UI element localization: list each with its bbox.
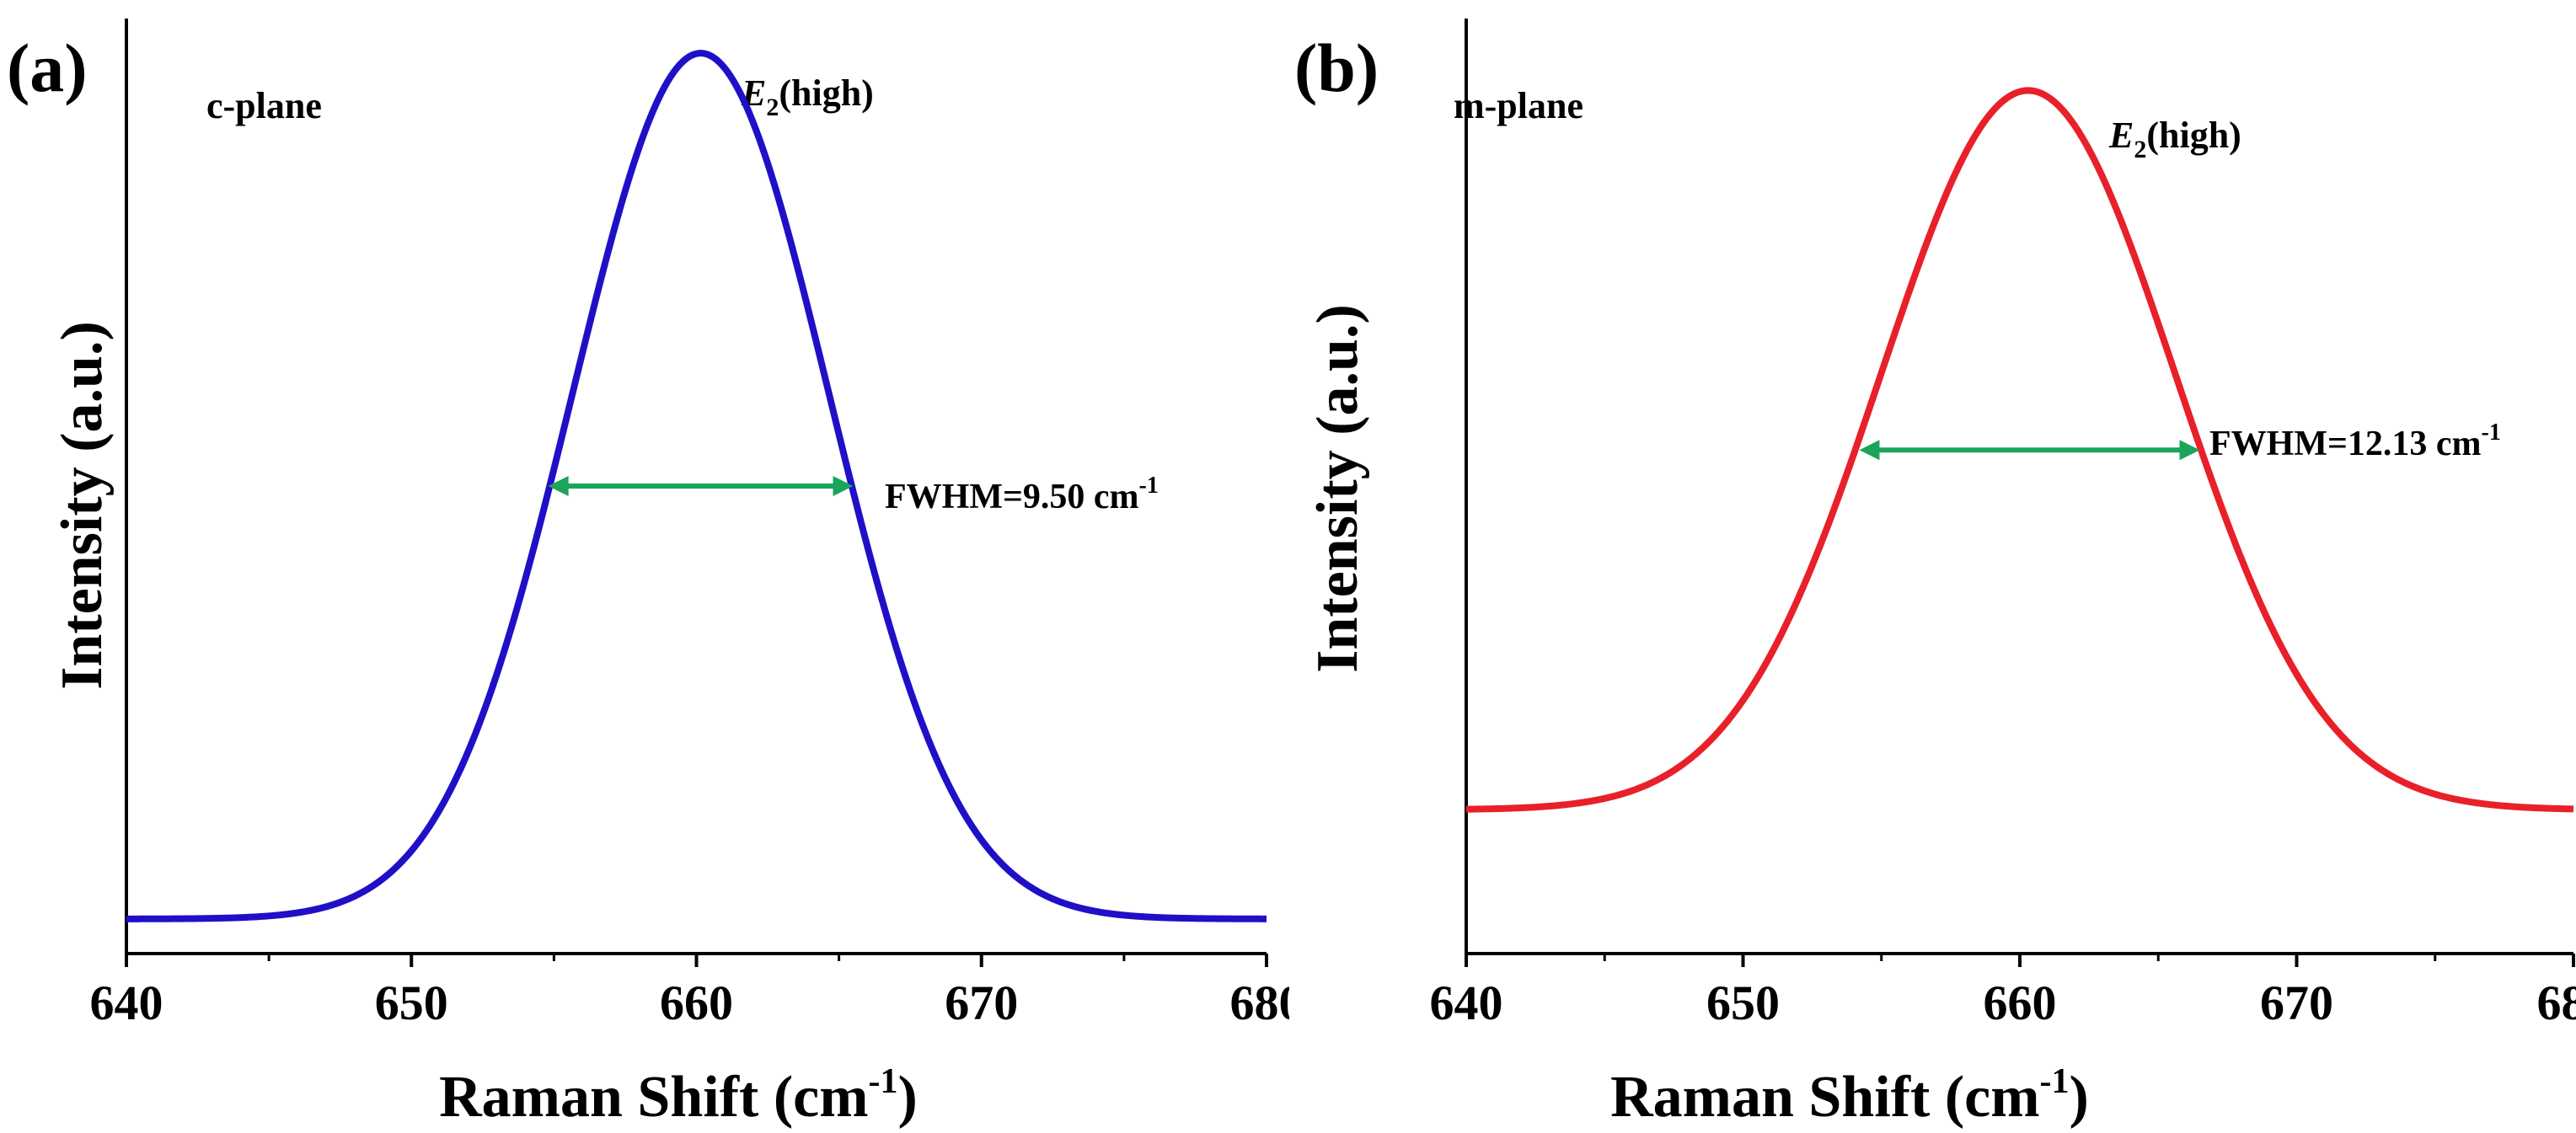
- x-axis-title-text: Raman Shift (cm: [439, 1065, 868, 1130]
- fwhm-arrow-head-right: [2179, 440, 2200, 461]
- chart-svg-a: (a) c-plane E2(high) FWHM=9.50 cm-1 Inte…: [7, 19, 1290, 1130]
- x-tick-label: 680: [2537, 975, 2576, 1030]
- peak-label-rest: (high): [779, 72, 873, 114]
- chart-panel-b: (b) m-plane E2(high) FWHM=12.13 cm-1 Int…: [1289, 0, 2576, 1133]
- series-line: [1465, 87, 2574, 813]
- x-axis-title-close: ): [898, 1065, 918, 1130]
- panel-label: (b): [1294, 29, 1379, 106]
- fwhm-label: FWHM=9.50 cm-1: [885, 473, 1159, 516]
- fwhm-arrow-head-left: [1859, 440, 1880, 461]
- x-axis-title-superscript: -1: [2040, 1062, 2070, 1101]
- x-tick-label: 650: [1706, 975, 1780, 1030]
- x-axis-title: Raman Shift (cm-1): [439, 1062, 918, 1130]
- x-axis-title: Raman Shift (cm-1): [1610, 1062, 2089, 1130]
- series-line: [126, 50, 1267, 922]
- x-tick-label: 660: [1984, 975, 2057, 1030]
- fwhm-label: FWHM=12.13 cm-1: [2209, 420, 2501, 463]
- x-tick-label: 670: [2260, 975, 2333, 1030]
- fwhm-arrow-head-left: [548, 476, 569, 496]
- x-tick-label: 640: [90, 975, 163, 1030]
- sample-label: m-plane: [1454, 85, 1583, 126]
- y-axis-title: Intensity (a.u.): [1305, 304, 1370, 673]
- sample-label: c-plane: [206, 85, 322, 126]
- peak-label: E2(high): [2108, 115, 2241, 163]
- x-tick-label: 660: [660, 975, 733, 1030]
- peak-label-symbol: E: [2108, 115, 2134, 156]
- x-axis-title-text: Raman Shift (cm: [1610, 1065, 2039, 1130]
- peak-label-subscript: 2: [766, 94, 779, 121]
- y-axis-title: Intensity (a.u.): [50, 321, 115, 690]
- chart-panel-a: (a) c-plane E2(high) FWHM=9.50 cm-1 Inte…: [7, 19, 1290, 1130]
- x-tick-label: 680: [1230, 975, 1290, 1030]
- fwhm-label-text: FWHM=9.50 cm: [885, 478, 1139, 516]
- x-tick-label: 640: [1430, 975, 1503, 1030]
- peak-label-subscript: 2: [2134, 136, 2146, 163]
- fwhm-label-text: FWHM=12.13 cm: [2209, 425, 2482, 463]
- x-tick-label: 670: [945, 975, 1018, 1030]
- panel-label: (a): [7, 29, 88, 106]
- fwhm-label-superscript: -1: [1139, 473, 1159, 499]
- peak-label-rest: (high): [2146, 115, 2241, 156]
- x-tick-label: 650: [375, 975, 448, 1030]
- fwhm-label-superscript: -1: [2482, 420, 2501, 446]
- peak-label: E2(high): [741, 72, 874, 121]
- fwhm-arrow-head-right: [833, 476, 854, 496]
- x-axis-title-superscript: -1: [869, 1062, 898, 1101]
- x-axis-title-close: ): [2070, 1065, 2089, 1130]
- chart-svg-b: (b) m-plane E2(high) FWHM=12.13 cm-1 Int…: [1294, 19, 2576, 1130]
